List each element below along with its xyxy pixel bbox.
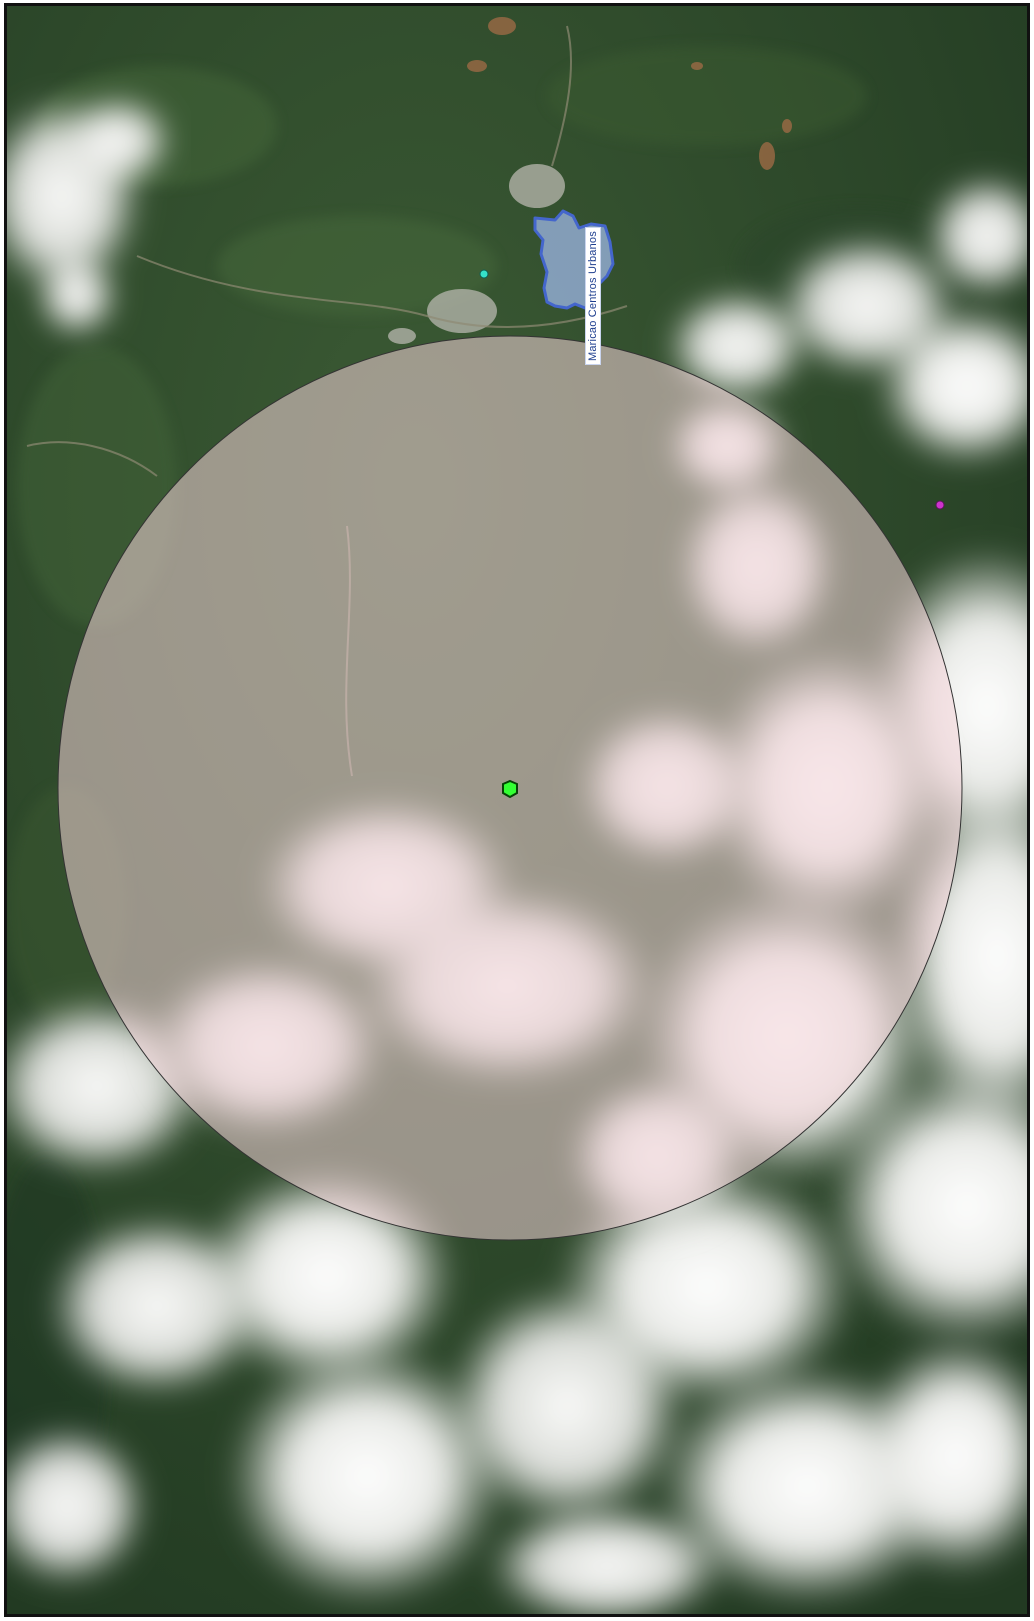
map-canvas[interactable] [7,6,1027,1614]
urban-center-label: Maricao Centros Urbanos [585,227,601,365]
purple-point-marker[interactable] [935,500,945,510]
cyan-point-marker[interactable] [479,269,489,279]
map-frame: Maricao Centros Urbanos [4,3,1030,1617]
site-hexagon-marker[interactable] [502,779,518,799]
